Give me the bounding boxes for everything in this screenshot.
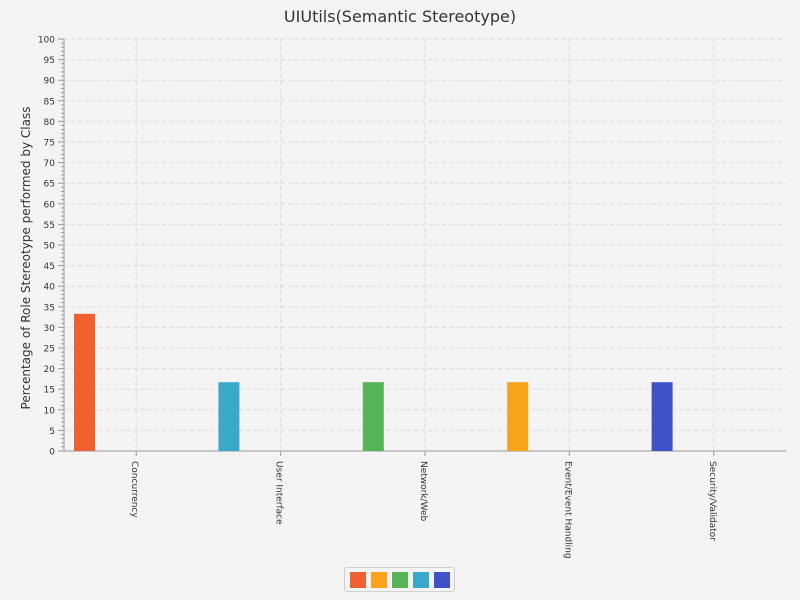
bar-event-event-handling bbox=[507, 382, 529, 451]
y-tick-label: 70 bbox=[44, 159, 56, 169]
y-tick-label: 45 bbox=[44, 262, 55, 272]
bar-network-web bbox=[362, 382, 384, 451]
bar-concurrency bbox=[74, 313, 95, 451]
legend-swatch bbox=[391, 571, 408, 588]
bar-security-validator bbox=[651, 382, 673, 451]
y-tick-label: 10 bbox=[44, 406, 56, 416]
bar-user-interface bbox=[218, 382, 240, 451]
x-tick-label: Concurrency bbox=[129, 461, 139, 518]
legend-swatch bbox=[433, 571, 450, 588]
y-tick-label: 75 bbox=[44, 139, 55, 149]
y-tick-label: 20 bbox=[44, 365, 56, 375]
y-tick-label: 95 bbox=[44, 56, 55, 66]
legend bbox=[344, 567, 455, 592]
y-tick-label: 25 bbox=[44, 345, 55, 355]
legend-swatch bbox=[349, 571, 366, 588]
x-tick-label: User Interface bbox=[274, 461, 284, 525]
y-tick-label: 90 bbox=[44, 77, 56, 87]
y-tick-label: 85 bbox=[44, 97, 55, 107]
y-tick-label: 65 bbox=[44, 180, 55, 190]
y-tick-label: 40 bbox=[44, 283, 56, 293]
y-tick-label: 60 bbox=[44, 200, 56, 210]
chart-title: UIUtils(Semantic Stereotype) bbox=[283, 7, 517, 26]
x-tick-label: Event/Event Handling bbox=[562, 461, 572, 559]
y-tick-label: 55 bbox=[44, 221, 55, 231]
y-tick-label: 15 bbox=[44, 386, 55, 396]
y-tick-label: 30 bbox=[44, 324, 56, 334]
x-tick-label: Security/Validator bbox=[707, 461, 717, 541]
y-tick-label: 35 bbox=[44, 303, 55, 313]
legend-swatch bbox=[412, 571, 429, 588]
x-tick-label: Network/Web bbox=[418, 461, 428, 522]
legend-swatch bbox=[370, 571, 387, 588]
y-tick-label: 80 bbox=[44, 118, 56, 128]
y-tick-label: 0 bbox=[49, 448, 55, 458]
y-tick-label: 50 bbox=[44, 242, 56, 252]
y-tick-label: 5 bbox=[49, 427, 55, 437]
y-tick-label: 100 bbox=[38, 36, 55, 46]
